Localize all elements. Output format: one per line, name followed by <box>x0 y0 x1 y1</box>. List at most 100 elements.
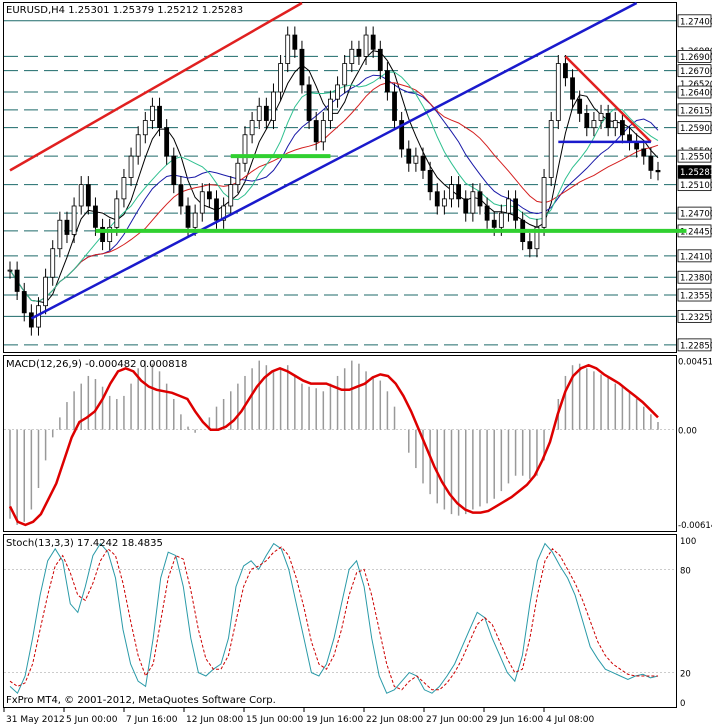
stoch-main-line <box>9 542 659 695</box>
price-tick-box-16 <box>677 288 712 302</box>
candle-body <box>591 120 597 129</box>
price-tick-box-0 <box>677 14 712 28</box>
candle-body <box>43 276 49 307</box>
price-axis: 1.274001.269801.269001.267001.265201.264… <box>677 14 712 352</box>
price-tick-label-6: 1.26150 <box>680 106 712 116</box>
candle-body <box>406 148 412 164</box>
candle-body <box>199 191 205 214</box>
macd-signal-path <box>8 363 659 527</box>
price-tick-label-0: 1.27400 <box>680 17 712 27</box>
candle-body <box>491 219 497 228</box>
macd-tick-label-2: -0.006146 <box>678 521 712 531</box>
candle-body <box>584 112 590 129</box>
candle-body <box>313 120 319 143</box>
price-tick-label-9: 1.25500 <box>680 153 712 163</box>
candle-body <box>28 312 34 328</box>
candle-body <box>142 120 148 136</box>
macd-signal-line <box>8 363 659 527</box>
candle-body <box>64 219 70 235</box>
macd-title: MACD(12,26,9) -0.000482 0.000818 <box>6 359 187 370</box>
candle-body <box>50 248 56 278</box>
candle-body <box>150 105 155 121</box>
candle-body <box>356 48 362 57</box>
price-tick-box-18 <box>677 338 712 352</box>
candle-body <box>328 98 333 121</box>
candle-body <box>385 70 390 93</box>
price-tick-box-10 <box>677 165 712 178</box>
time-axis: 31 May 2012 5 Jun 00:00 7 Jun 16:00 12 Jun … <box>3 708 595 725</box>
candle-body <box>612 120 618 129</box>
candle-body <box>228 184 234 207</box>
candle-body <box>57 219 63 250</box>
copyright-text: FxPro MT4, © 2001-2012, MetaQuotes Softw… <box>6 695 276 706</box>
price-tick-box-15 <box>677 270 712 284</box>
candle-body <box>563 63 568 79</box>
price-tick-box-7 <box>677 121 712 135</box>
candle-body <box>420 155 426 171</box>
candle-body <box>278 63 283 93</box>
time-tick-label-6: 22 Jun 08:00 <box>366 715 423 725</box>
candle-body <box>178 184 184 207</box>
stoch-panel <box>3 534 677 708</box>
candle-body <box>342 63 348 86</box>
candle-body <box>206 191 212 200</box>
price-tick-label-15: 1.23800 <box>680 274 712 284</box>
time-tick-label-1: 5 Jun 00:00 <box>66 715 118 725</box>
price-tick-label-7: 1.25900 <box>680 124 712 134</box>
moving-average-line-2 <box>9 82 659 302</box>
candle-body <box>21 291 27 314</box>
candle-body <box>399 120 405 150</box>
candle-body <box>299 48 305 86</box>
candle-body <box>71 205 77 235</box>
stoch-tick-label-3: 0 <box>680 699 685 709</box>
candle-body <box>463 198 469 214</box>
candle-body <box>570 77 575 100</box>
candle-body <box>370 34 376 50</box>
candle-body <box>271 91 276 121</box>
candle-body <box>192 212 198 228</box>
price-tick-label-13: 1.24450 <box>680 227 712 237</box>
candle-body <box>506 198 511 214</box>
trendline-1 <box>30 1 638 320</box>
candle-body <box>306 84 312 121</box>
time-tick-label-0: 31 May 2012 <box>6 715 65 725</box>
price-tick-label-14: 1.24100 <box>680 252 712 262</box>
candle-body <box>392 91 397 121</box>
candle-body <box>249 120 255 136</box>
candle-body <box>349 48 355 64</box>
candle-body <box>513 198 518 221</box>
trendlines <box>9 1 687 320</box>
price-tick-label-16: 1.23550 <box>680 292 712 302</box>
time-tick-label-3: 12 Jun 08:00 <box>186 715 243 725</box>
candle-body <box>541 177 547 228</box>
price-tick-label-17: 1.23250 <box>680 313 712 323</box>
stoch-signal-line <box>9 546 658 691</box>
stoch-lines <box>9 542 659 695</box>
macd-histogram <box>9 360 659 525</box>
trendline-0 <box>9 1 303 172</box>
candle-body <box>285 34 291 64</box>
candle-body <box>121 177 127 200</box>
candle-body <box>171 155 177 186</box>
candle-body <box>619 120 625 136</box>
candle-body <box>93 205 98 228</box>
price-tick-label-18: 1.22850 <box>680 341 712 351</box>
candle-body <box>648 155 654 171</box>
price-tick-box-2 <box>677 50 712 63</box>
price-tick-label-2: 1.26900 <box>680 53 712 63</box>
candle-body <box>441 198 447 207</box>
time-tick-label-5: 19 Jun 16:00 <box>306 715 363 725</box>
candle-body <box>477 191 483 207</box>
price-tick-box-11 <box>677 178 712 192</box>
time-tick-label-9: 4 Jul 08:00 <box>546 715 595 725</box>
candle-body <box>413 155 419 164</box>
price-tick-box-5 <box>677 85 712 99</box>
candle-body <box>100 226 105 243</box>
stoch-axis: 100 80 20 0 <box>680 537 696 709</box>
candle-body <box>78 184 84 207</box>
candle-body <box>641 148 647 157</box>
candle-body <box>449 184 454 200</box>
symbol-header: EURUSD,H4 1.25301 1.25379 1.25212 1.2528… <box>6 5 243 16</box>
price-tick-label-4: 1.26520 <box>680 80 712 90</box>
candle-body <box>128 155 134 178</box>
